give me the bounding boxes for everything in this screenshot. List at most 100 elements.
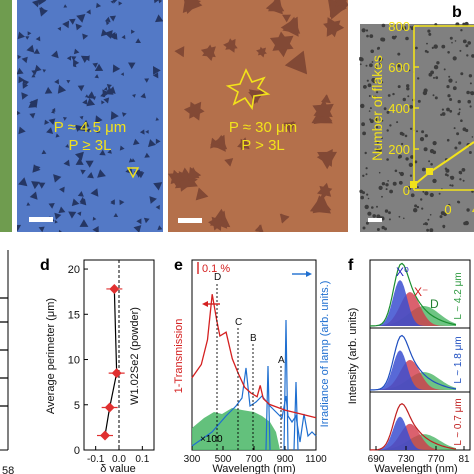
- flake-dot: [365, 29, 369, 32]
- flake-dot: [367, 197, 370, 200]
- flake-dot: [363, 85, 367, 89]
- flake-dot: [413, 208, 418, 213]
- flake: [118, 1, 123, 6]
- flake-dot: [430, 70, 434, 75]
- flake: [77, 211, 82, 216]
- flake: [154, 0, 159, 4]
- flake: [62, 20, 70, 29]
- flake-dot: [443, 68, 446, 71]
- flake: [26, 44, 35, 53]
- flake: [86, 9, 91, 15]
- b-ytick: 800: [388, 19, 410, 34]
- flake: [108, 32, 116, 40]
- flake-dot: [416, 130, 418, 133]
- flake: [110, 200, 115, 205]
- flake-dot: [424, 191, 429, 196]
- flake-dot: [384, 209, 389, 213]
- flake-dot: [410, 155, 414, 159]
- flake-dot: [469, 105, 472, 108]
- flake-dot: [376, 141, 379, 144]
- flake: [17, 54, 22, 60]
- orange-p-line1: P ≈ 30 μm: [229, 119, 297, 136]
- flake-dot: [467, 41, 471, 45]
- f-xtick: 730: [398, 454, 415, 465]
- flake-dot: [409, 127, 413, 130]
- d-side-label: W1.02Se2 (powder): [129, 307, 141, 405]
- flake: [110, 111, 119, 120]
- flake-dot: [376, 214, 381, 219]
- flake-dot: [468, 151, 472, 154]
- b-point: [410, 181, 417, 188]
- flake-dot: [421, 167, 426, 172]
- flake: [101, 100, 105, 105]
- d-xtick: -0.1: [87, 454, 105, 465]
- flake-dot: [401, 25, 407, 31]
- flake-dot: [416, 186, 419, 189]
- flake-dot: [441, 108, 444, 111]
- flake-dot: [460, 29, 463, 32]
- flake: [283, 121, 294, 133]
- panel-label-d: d: [40, 257, 50, 274]
- flake-dot: [417, 77, 420, 80]
- flake-dot: [457, 200, 460, 204]
- flake: [155, 138, 161, 145]
- flake: [86, 98, 96, 107]
- flake: [29, 113, 36, 119]
- flake-dot: [362, 131, 366, 136]
- flake: [33, 48, 40, 54]
- f-xtick: 690: [368, 454, 385, 465]
- orange-micrograph-svg: P ≈ 30 μm P > 3L: [168, 0, 348, 232]
- orange-micrograph: P ≈ 30 μm P > 3L: [168, 0, 348, 232]
- f-peak: [370, 292, 456, 326]
- e-ylabel-right: Irradiance of lamp (arb. units.): [319, 281, 331, 428]
- f-fit-curve: [369, 334, 457, 391]
- flake: [139, 129, 145, 135]
- flake: [87, 172, 94, 179]
- flake-dot: [451, 41, 453, 44]
- flake-dot: [398, 171, 401, 174]
- flake: [66, 80, 71, 84]
- flake-dot: [398, 215, 401, 218]
- flake: [135, 170, 143, 178]
- flake-dot: [457, 112, 460, 116]
- flake-dot: [386, 110, 390, 114]
- b-ytick: 400: [388, 101, 410, 116]
- flake: [158, 0, 163, 4]
- flake: [82, 99, 88, 105]
- flake: [225, 38, 238, 50]
- flake-dot: [427, 29, 431, 33]
- flake-dot: [420, 198, 423, 201]
- flake-dot: [399, 131, 404, 136]
- flake-dot: [360, 195, 364, 200]
- flake-dot: [369, 63, 373, 68]
- flake-dot: [392, 181, 397, 186]
- flake-dot: [381, 119, 384, 122]
- triangle-marker-icon: [126, 167, 140, 179]
- flake: [268, 0, 285, 12]
- flake-dot: [429, 149, 435, 154]
- flake-dot: [387, 180, 389, 182]
- e-xtick: 500: [215, 454, 232, 465]
- flake-dot: [407, 95, 410, 98]
- blue-p-line1: P ≈ 4.5 μm: [54, 119, 126, 136]
- flake-dot: [459, 178, 462, 181]
- flake-dot: [405, 157, 409, 161]
- flake: [90, 188, 99, 197]
- flake-dot: [460, 72, 464, 76]
- flake: [189, 101, 205, 119]
- flake: [132, 94, 136, 98]
- panel-label-f: f: [348, 257, 354, 274]
- flake: [202, 44, 216, 58]
- d-ylabel: Average perimeter (μm): [45, 298, 57, 414]
- flake-dot: [447, 94, 451, 98]
- panel-f: f X⁰ X⁻ D L ~ 4.2 μm L ~ 1.8 μm L ~ 0.7 …: [344, 246, 474, 474]
- flake-dot: [365, 221, 369, 225]
- flake-dot: [369, 107, 372, 110]
- flake-dot: [416, 205, 420, 209]
- flake: [316, 149, 333, 167]
- flake-dot: [456, 132, 460, 136]
- flake-dot: [377, 46, 380, 50]
- flake: [54, 220, 58, 224]
- flake: [17, 67, 24, 75]
- f-layer-2: L ~ 0.7 μm: [453, 398, 464, 445]
